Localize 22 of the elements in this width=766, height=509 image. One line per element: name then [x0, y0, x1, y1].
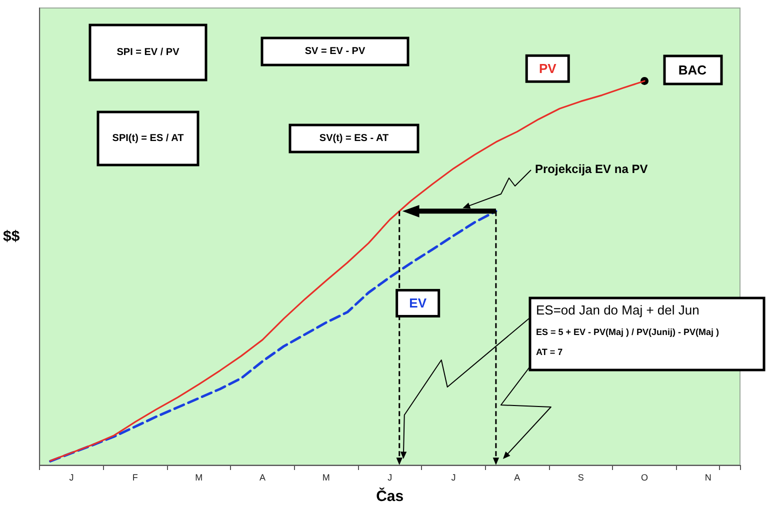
- x-tick-label: N: [704, 472, 712, 482]
- annotation: SV(t) = ES - AT: [319, 133, 389, 144]
- annotation: BAC: [678, 62, 708, 78]
- annotation: ES=od Jan do Maj + del Jun ES = 5 + EV - PV(Maj ) / PV(Junij) - PV(Maj ) AT = 7: [536, 302, 720, 357]
- x-tick-label: O: [640, 472, 648, 482]
- annotation: SPI(t) = ES / AT: [112, 133, 184, 144]
- text: PV: [538, 61, 557, 76]
- annotation: Projekcija EV na PV: [535, 162, 648, 176]
- x-tick-label: A: [514, 472, 520, 482]
- x-tick-label: M: [322, 472, 330, 482]
- x-tick-label: M: [195, 472, 203, 482]
- text: SV = EV - PV: [304, 46, 366, 57]
- x-tick-label: A: [260, 472, 266, 482]
- x-tick-label: S: [578, 472, 584, 482]
- x-tick-label: J: [451, 472, 456, 482]
- text: EV: [409, 296, 427, 311]
- x-tick-label: J: [69, 472, 74, 482]
- x-tick-label: F: [132, 472, 138, 482]
- text: SPI = EV / PV: [116, 47, 180, 58]
- y-axis-title: $$: [2, 228, 20, 245]
- x-axis-title: Čas: [376, 487, 404, 505]
- x-tick-label: J: [388, 472, 392, 482]
